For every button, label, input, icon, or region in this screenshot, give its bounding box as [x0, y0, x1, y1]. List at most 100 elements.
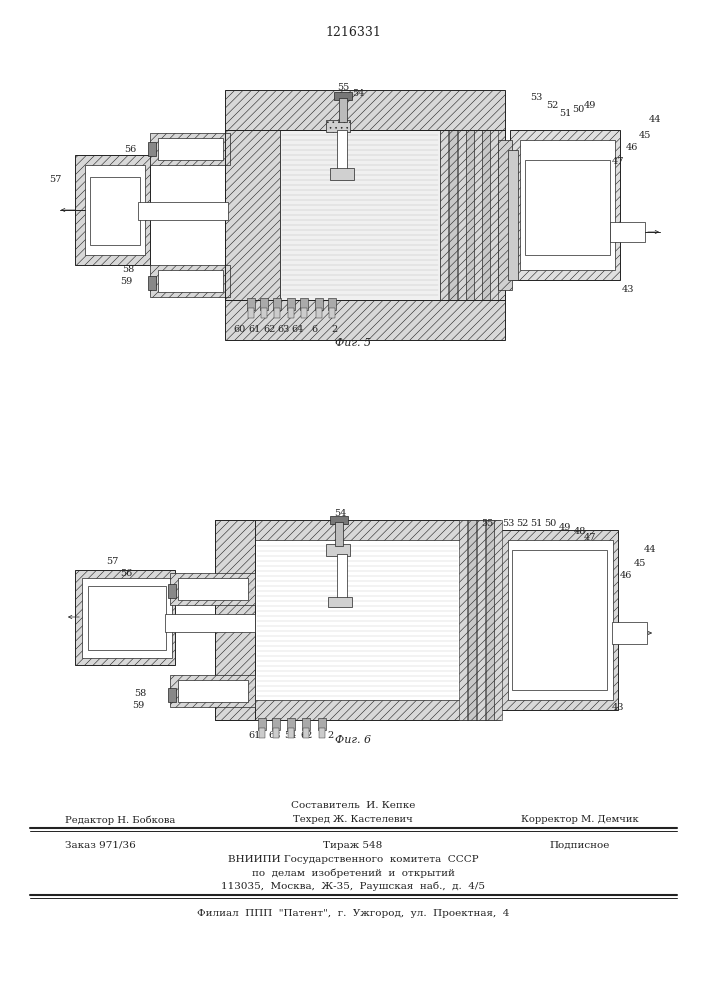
- Bar: [610, 222, 645, 242]
- Bar: [339, 98, 347, 122]
- Text: 44: 44: [649, 115, 661, 124]
- Bar: [510, 130, 620, 280]
- Text: 45: 45: [639, 130, 651, 139]
- Text: 54: 54: [352, 90, 364, 99]
- Text: Корректор М. Демчик: Корректор М. Демчик: [521, 816, 639, 824]
- Text: 63: 63: [278, 326, 290, 334]
- Bar: [468, 520, 476, 720]
- Bar: [168, 688, 176, 702]
- Bar: [260, 298, 268, 310]
- Text: 52: 52: [516, 518, 528, 528]
- Bar: [318, 718, 326, 730]
- Text: 61: 61: [249, 732, 261, 740]
- Bar: [466, 130, 474, 300]
- Text: 113035,  Москва,  Ж-35,  Раушская  наб.,  д.  4/5: 113035, Москва, Ж-35, Раушская наб., д. …: [221, 881, 485, 891]
- Bar: [165, 614, 255, 632]
- Text: 48: 48: [574, 526, 586, 536]
- Bar: [150, 133, 230, 165]
- Text: Фиг. 6: Фиг. 6: [335, 735, 371, 745]
- Text: Заказ 971/36: Заказ 971/36: [64, 840, 135, 850]
- Bar: [168, 584, 176, 598]
- Text: 63: 63: [269, 732, 281, 740]
- Text: 53: 53: [502, 520, 514, 528]
- Bar: [449, 130, 457, 300]
- Bar: [178, 680, 248, 702]
- Bar: [272, 718, 280, 730]
- Bar: [459, 520, 467, 720]
- Bar: [75, 570, 175, 665]
- Text: Техред Ж. Кастелевич: Техред Ж. Кастелевич: [293, 816, 413, 824]
- Bar: [498, 140, 512, 290]
- Bar: [261, 308, 267, 318]
- Text: Тираж 548: Тираж 548: [323, 840, 382, 850]
- Text: 54: 54: [284, 732, 296, 740]
- Bar: [148, 142, 156, 156]
- Text: 47: 47: [612, 157, 624, 166]
- Bar: [225, 130, 280, 300]
- Text: 62: 62: [300, 732, 313, 740]
- Bar: [288, 728, 294, 738]
- Text: 48: 48: [598, 172, 610, 182]
- Bar: [315, 298, 323, 310]
- Text: 47: 47: [584, 534, 596, 542]
- Bar: [258, 718, 266, 730]
- Text: 60: 60: [137, 589, 149, 598]
- Text: 46: 46: [620, 572, 632, 580]
- Bar: [508, 150, 518, 280]
- Text: 55: 55: [481, 520, 493, 528]
- Bar: [88, 586, 166, 650]
- Text: Составитель  И. Кепке: Составитель И. Кепке: [291, 800, 415, 810]
- Text: 52: 52: [546, 101, 559, 109]
- Text: ВНИИПИ Государственного  комитета  СССР: ВНИИПИ Государственного комитета СССР: [228, 856, 479, 864]
- Bar: [460, 520, 500, 720]
- Bar: [225, 300, 505, 340]
- Text: 51: 51: [530, 518, 542, 528]
- Text: 59: 59: [132, 700, 144, 710]
- Bar: [474, 130, 482, 300]
- Text: 44: 44: [644, 546, 656, 554]
- Bar: [520, 140, 615, 270]
- Bar: [458, 130, 466, 300]
- Bar: [334, 92, 352, 100]
- Bar: [440, 130, 505, 300]
- Text: 54: 54: [334, 508, 346, 518]
- Bar: [525, 160, 610, 255]
- Bar: [330, 168, 354, 180]
- Text: Фиг. 5: Фиг. 5: [335, 338, 371, 348]
- Text: 2: 2: [327, 732, 333, 740]
- Text: 56: 56: [120, 570, 132, 578]
- Text: 49: 49: [559, 522, 571, 532]
- Bar: [498, 530, 618, 710]
- Text: 53: 53: [530, 93, 542, 102]
- Bar: [248, 308, 254, 318]
- Bar: [273, 298, 281, 310]
- Bar: [303, 728, 309, 738]
- Bar: [255, 540, 460, 700]
- Bar: [440, 130, 448, 300]
- Text: Подписное: Подписное: [550, 840, 610, 850]
- Text: 49: 49: [584, 101, 596, 109]
- Bar: [288, 308, 294, 318]
- Bar: [178, 578, 248, 600]
- Bar: [90, 177, 140, 245]
- Bar: [215, 520, 255, 720]
- Bar: [337, 554, 347, 600]
- Bar: [494, 520, 502, 720]
- Text: 45: 45: [633, 558, 646, 568]
- Bar: [302, 718, 310, 730]
- Bar: [326, 544, 350, 556]
- Text: 62: 62: [264, 326, 276, 334]
- Bar: [482, 130, 490, 300]
- Text: 60: 60: [234, 326, 246, 334]
- Bar: [490, 130, 498, 300]
- Text: 57: 57: [106, 558, 118, 566]
- Bar: [274, 308, 280, 318]
- Text: Филиал  ППП  "Патент",  г.  Ужгород,  ул.  Проектная,  4: Филиал ППП "Патент", г. Ужгород, ул. Про…: [197, 908, 509, 918]
- Text: 59: 59: [120, 277, 132, 286]
- Bar: [287, 298, 295, 310]
- Bar: [215, 520, 500, 720]
- Bar: [287, 718, 295, 730]
- Bar: [82, 578, 172, 658]
- Bar: [170, 675, 255, 707]
- Text: 58: 58: [134, 688, 146, 698]
